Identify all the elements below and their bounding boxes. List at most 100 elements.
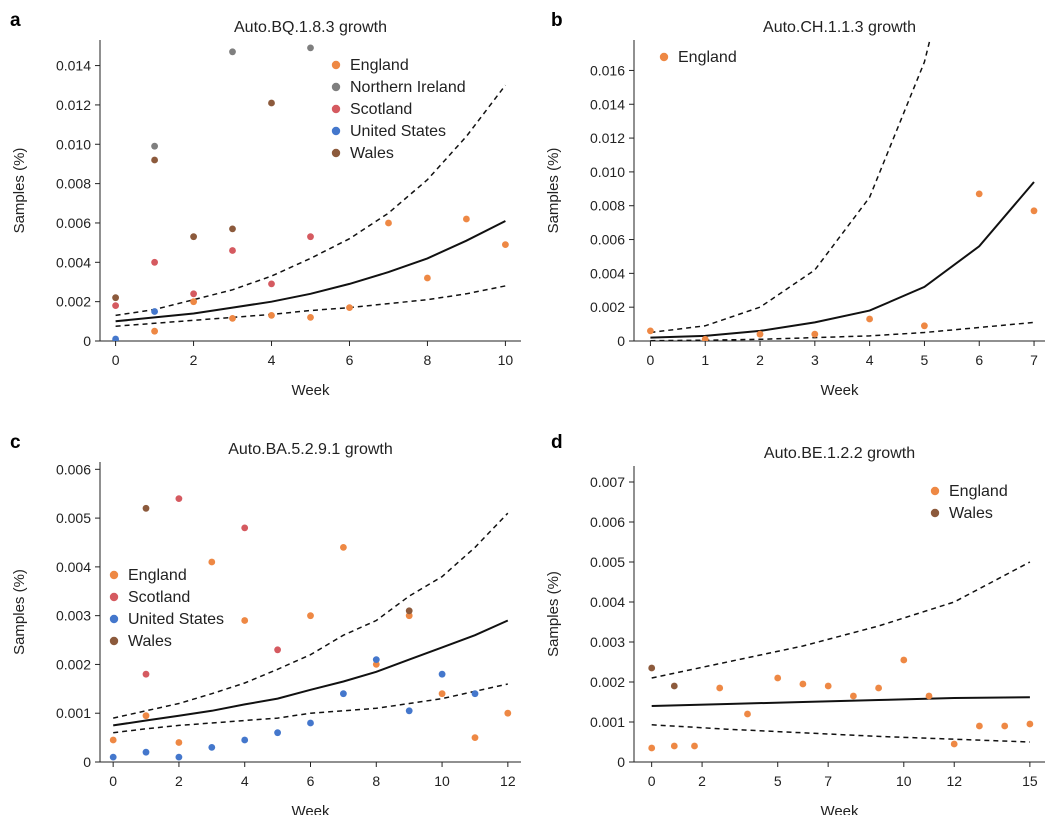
x-tick-label: 10 — [896, 773, 912, 789]
data-point — [975, 190, 983, 198]
legend-label: England — [678, 49, 737, 66]
data-point — [229, 247, 236, 254]
data-point — [1001, 722, 1009, 730]
x-tick-label: 8 — [372, 773, 380, 789]
x-tick-label: 10 — [434, 773, 450, 789]
data-point — [151, 308, 159, 315]
data-point — [229, 48, 236, 56]
data-point — [109, 753, 117, 761]
data-point — [274, 729, 281, 737]
legend-marker — [930, 508, 940, 518]
legend-label: England — [128, 567, 187, 584]
y-tick-label: 0.002 — [56, 294, 91, 310]
chart-title: Auto.CH.1.1.3 growth — [763, 19, 916, 36]
x-tick-label: 2 — [190, 352, 198, 368]
x-tick-label: 2 — [756, 352, 764, 368]
legend-label: England — [949, 483, 1008, 500]
panel-b: b Auto.CH.1.1.3 growth 0 0.002 0.004 0.006 0.0… — [545, 10, 1045, 399]
y-tick-label: 0.008 — [56, 176, 91, 192]
x-tick-label: 12 — [500, 773, 516, 789]
legend-marker — [109, 636, 119, 646]
y-axis-label: Samples (%) — [545, 571, 562, 657]
data-point — [229, 225, 236, 233]
legend-marker — [109, 570, 119, 580]
fit-upper-line — [113, 512, 509, 719]
y-tick-label: 0 — [83, 754, 91, 770]
data-point — [208, 744, 216, 751]
data-point — [471, 690, 479, 698]
x-tick-label: 12 — [946, 773, 962, 789]
panel-label: a — [10, 10, 21, 31]
legend-label: England — [350, 57, 409, 74]
x-axis-label: Week — [291, 382, 330, 399]
x-tick-label: 4 — [866, 352, 874, 368]
plot-area — [648, 561, 1034, 752]
y-tick-label: 0 — [617, 333, 625, 349]
legend: England Wales — [930, 483, 1008, 522]
data-point — [866, 315, 873, 323]
y-tick-label: 0.003 — [56, 608, 91, 624]
fit-mean-line — [113, 619, 509, 727]
data-point — [340, 690, 347, 698]
legend-label: Northern Ireland — [350, 79, 466, 96]
panel-label: d — [551, 432, 563, 453]
y-tick-label: 0.010 — [56, 136, 91, 152]
legend-label: Scotland — [350, 101, 412, 118]
data-point — [142, 748, 150, 756]
y-tick-label: 0.016 — [590, 62, 625, 78]
data-point — [190, 233, 198, 241]
data-point — [811, 330, 819, 338]
fit-mean-line — [651, 696, 1030, 707]
y-tick-label: 0.004 — [590, 265, 625, 281]
data-point — [142, 504, 150, 512]
fit-mean-line — [650, 181, 1035, 339]
fit-upper-line — [651, 561, 1031, 679]
data-point — [190, 298, 198, 306]
data-point — [691, 742, 698, 750]
legend-marker — [930, 486, 940, 496]
x-axis-label: Week — [820, 803, 859, 815]
fit-lower-line — [115, 285, 506, 327]
legend-label: Wales — [128, 633, 172, 650]
data-point — [799, 680, 807, 688]
panel-c: c Auto.BA.5.2.9.1 growth 0 0.001 0.002 0.003 0… — [10, 432, 521, 815]
fit-mean-line — [115, 220, 506, 323]
data-point — [175, 753, 183, 761]
y-tick-label: 0.004 — [590, 594, 625, 610]
x-tick-label: 6 — [975, 352, 983, 368]
x-tick-label: 7 — [824, 773, 832, 789]
data-point — [112, 335, 119, 341]
data-point — [151, 142, 159, 150]
x-tick-label: 8 — [424, 352, 432, 368]
data-point — [372, 661, 380, 668]
chart-title: Auto.BA.5.2.9.1 growth — [228, 441, 393, 458]
data-point — [151, 327, 159, 335]
data-point — [268, 99, 275, 107]
data-point — [463, 215, 470, 223]
data-point — [405, 707, 413, 715]
y-tick-label: 0 — [617, 754, 625, 770]
x-tick-label: 5 — [774, 773, 782, 789]
data-point — [925, 692, 933, 700]
legend: England — [659, 49, 737, 66]
y-tick-label: 0.005 — [56, 510, 91, 526]
data-point — [647, 327, 654, 335]
y-axis-label: Samples (%) — [11, 148, 28, 234]
data-point — [229, 315, 236, 322]
data-point — [175, 495, 183, 502]
data-point — [900, 656, 908, 664]
y-tick-label: 0.008 — [590, 198, 625, 214]
y-tick-label: 0.010 — [590, 164, 625, 180]
panel-label: c — [10, 432, 21, 453]
data-point — [1030, 207, 1038, 215]
data-point — [921, 322, 928, 330]
data-point — [142, 670, 150, 678]
x-tick-label: 5 — [921, 352, 929, 368]
data-point — [346, 304, 353, 311]
data-point — [190, 290, 198, 298]
data-point — [307, 44, 314, 52]
x-tick-label: 2 — [175, 773, 183, 789]
plot-area — [112, 44, 509, 341]
data-point — [241, 617, 249, 624]
chart-title: Auto.BQ.1.8.3 growth — [234, 19, 387, 36]
